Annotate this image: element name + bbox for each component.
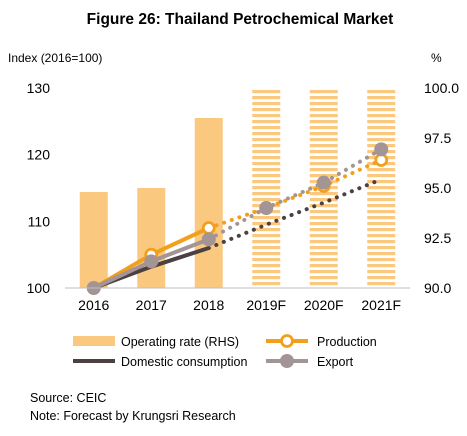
forecast-note: Note: Forecast by Krungsri Research <box>30 409 236 423</box>
left-axis-label: Index (2016=100) <box>8 51 102 65</box>
axes-layer: 100 110 120 130 90.0 92.5 95.0 97.5 100.0 2016 201… <box>27 80 460 313</box>
right-tick-label: 95.0 <box>424 180 451 196</box>
operating-rate-bar-2016 <box>79 192 108 288</box>
export-point-2019F <box>259 201 274 215</box>
right-tick-label: 100.0 <box>424 80 459 96</box>
left-tick-label: 130 <box>27 80 51 96</box>
left-tick-label: 120 <box>27 147 51 163</box>
export-forecast-line <box>206 147 384 242</box>
export-point-2017 <box>144 254 159 269</box>
legend: Operating rate (RHS) Production Domestic c… <box>73 334 377 369</box>
x-tick-label: 2019F <box>246 297 286 313</box>
right-tick-label: 90.0 <box>424 280 451 296</box>
lines-layer <box>92 147 384 290</box>
left-tick-label: 100 <box>27 280 51 296</box>
legend-label-operating-rate: Operating rate (RHS) <box>121 335 239 349</box>
x-tick-label: 2018 <box>193 297 224 313</box>
bars-layer <box>79 88 396 288</box>
production-point-2018 <box>201 221 216 235</box>
legend-swatch-operating-rate <box>73 336 115 346</box>
right-tick-label: 92.5 <box>424 230 451 246</box>
export-point-2018 <box>201 232 216 247</box>
legend-marker-export <box>280 354 294 368</box>
left-tick-label: 110 <box>28 213 51 229</box>
legend-label-export: Export <box>317 355 354 369</box>
x-tick-label: 2020F <box>304 297 344 313</box>
x-tick-label: 2021F <box>361 297 401 313</box>
production-forecast-line <box>206 158 384 230</box>
chart-title: Figure 26: Thailand Petrochemical Market <box>87 11 394 28</box>
x-tick-label: 2016 <box>78 297 109 313</box>
source-note: Source: CEIC <box>30 391 107 405</box>
right-axis-label: % <box>431 51 442 65</box>
export-point-2021F <box>374 142 389 157</box>
domestic-consumption-forecast-line <box>206 177 384 250</box>
right-tick-label: 97.5 <box>424 130 451 146</box>
export-point-2020F <box>316 175 331 190</box>
x-tick-label: 2017 <box>136 297 167 313</box>
operating-rate-bar-2017 <box>137 188 166 288</box>
legend-label-production: Production <box>317 335 377 349</box>
markers-layer <box>86 142 389 295</box>
operating-rate-bar-2018 <box>194 118 223 288</box>
legend-marker-production <box>280 334 294 348</box>
operating-rate-bar-2021F <box>367 88 396 288</box>
operating-rate-bar-2019F <box>252 88 281 288</box>
legend-label-domestic-consumption: Domestic consumption <box>121 355 247 369</box>
